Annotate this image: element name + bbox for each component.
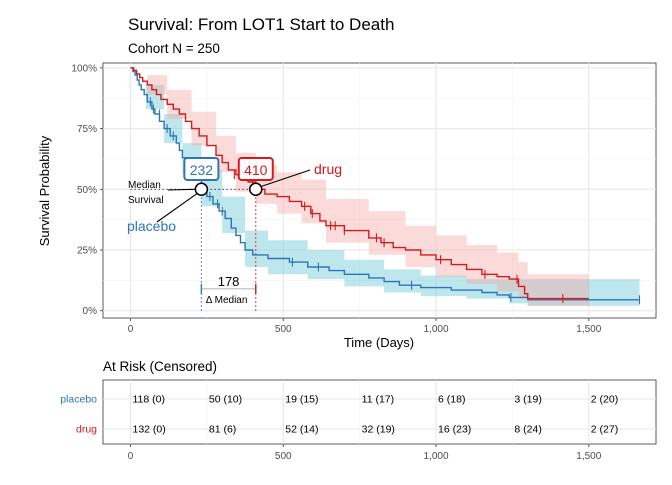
risk-cell: 8 (24): [514, 424, 541, 436]
x-axis-label: Time (Days): [344, 335, 414, 350]
risk-cell: 19 (15): [285, 394, 318, 406]
legend-leader-drug: [261, 169, 311, 187]
median-survival-label-line1: Median: [128, 180, 161, 191]
median-marker-drug: [249, 182, 263, 197]
y-tick-label: 0%: [83, 306, 98, 317]
median-value-drug: 410: [244, 162, 268, 178]
risk-table-title: At Risk (Censored): [103, 359, 217, 374]
y-tick-label: 100%: [71, 63, 97, 74]
x-tick-label: 1,000: [424, 324, 449, 335]
median-survival-label-line2: Survival: [128, 195, 164, 206]
confidence-band-placebo: [130, 67, 640, 306]
risk-cell: 16 (23): [438, 424, 471, 436]
y-tick-label: 75%: [77, 124, 97, 135]
y-tick-label: 25%: [77, 246, 97, 257]
risk-x-tick-label: 1,500: [576, 451, 601, 462]
risk-cell: 2 (27): [591, 424, 618, 436]
x-tick-label: 0: [128, 324, 134, 335]
risk-cell: 50 (10): [209, 394, 242, 406]
risk-x-tick-label: 1,000: [424, 451, 449, 462]
risk-cell: 32 (19): [362, 424, 395, 436]
median-value-box-placebo: [183, 157, 220, 181]
median-value-placebo: 232: [190, 162, 214, 178]
legend-label-drug: drug: [314, 161, 342, 177]
risk-cell: 132 (0): [132, 424, 165, 436]
delta-median-value: 178: [218, 274, 240, 289]
risk-cell: 118 (0): [132, 394, 165, 406]
median-survival-leader: [167, 188, 196, 191]
median-marker-placebo: [194, 182, 209, 197]
risk-cell: 11 (17): [362, 394, 395, 406]
risk-row-label-placebo: placebo: [60, 394, 97, 406]
x-tick-label: 1,500: [576, 324, 601, 335]
median-value-box-drug: [237, 157, 274, 181]
delta-median-label: Δ Median: [206, 295, 248, 306]
risk-cell: 6 (18): [438, 394, 465, 406]
risk-cell: 2 (20): [591, 394, 618, 406]
chart-title: Survival: From LOT1 Start to Death: [128, 15, 394, 34]
confidence-band-drug: [130, 67, 589, 306]
x-tick-label: 500: [275, 324, 292, 335]
legend-leader-placebo: [156, 192, 198, 223]
risk-cell: 81 (6): [209, 424, 236, 436]
legend-label-placebo: placebo: [127, 218, 176, 234]
risk-cell: 52 (14): [285, 424, 318, 436]
chart-subtitle: Cohort N = 250: [128, 41, 220, 56]
risk-row-label-drug: drug: [76, 424, 97, 436]
risk-cell: 3 (19): [514, 394, 541, 406]
survival-curve-placebo: [130, 67, 640, 301]
risk-table-panel: [102, 379, 657, 445]
y-tick-label: 50%: [77, 185, 97, 196]
y-axis-label: Survival Probability: [37, 135, 52, 246]
risk-x-tick-label: 0: [128, 451, 134, 462]
risk-x-tick-label: 500: [275, 451, 292, 462]
